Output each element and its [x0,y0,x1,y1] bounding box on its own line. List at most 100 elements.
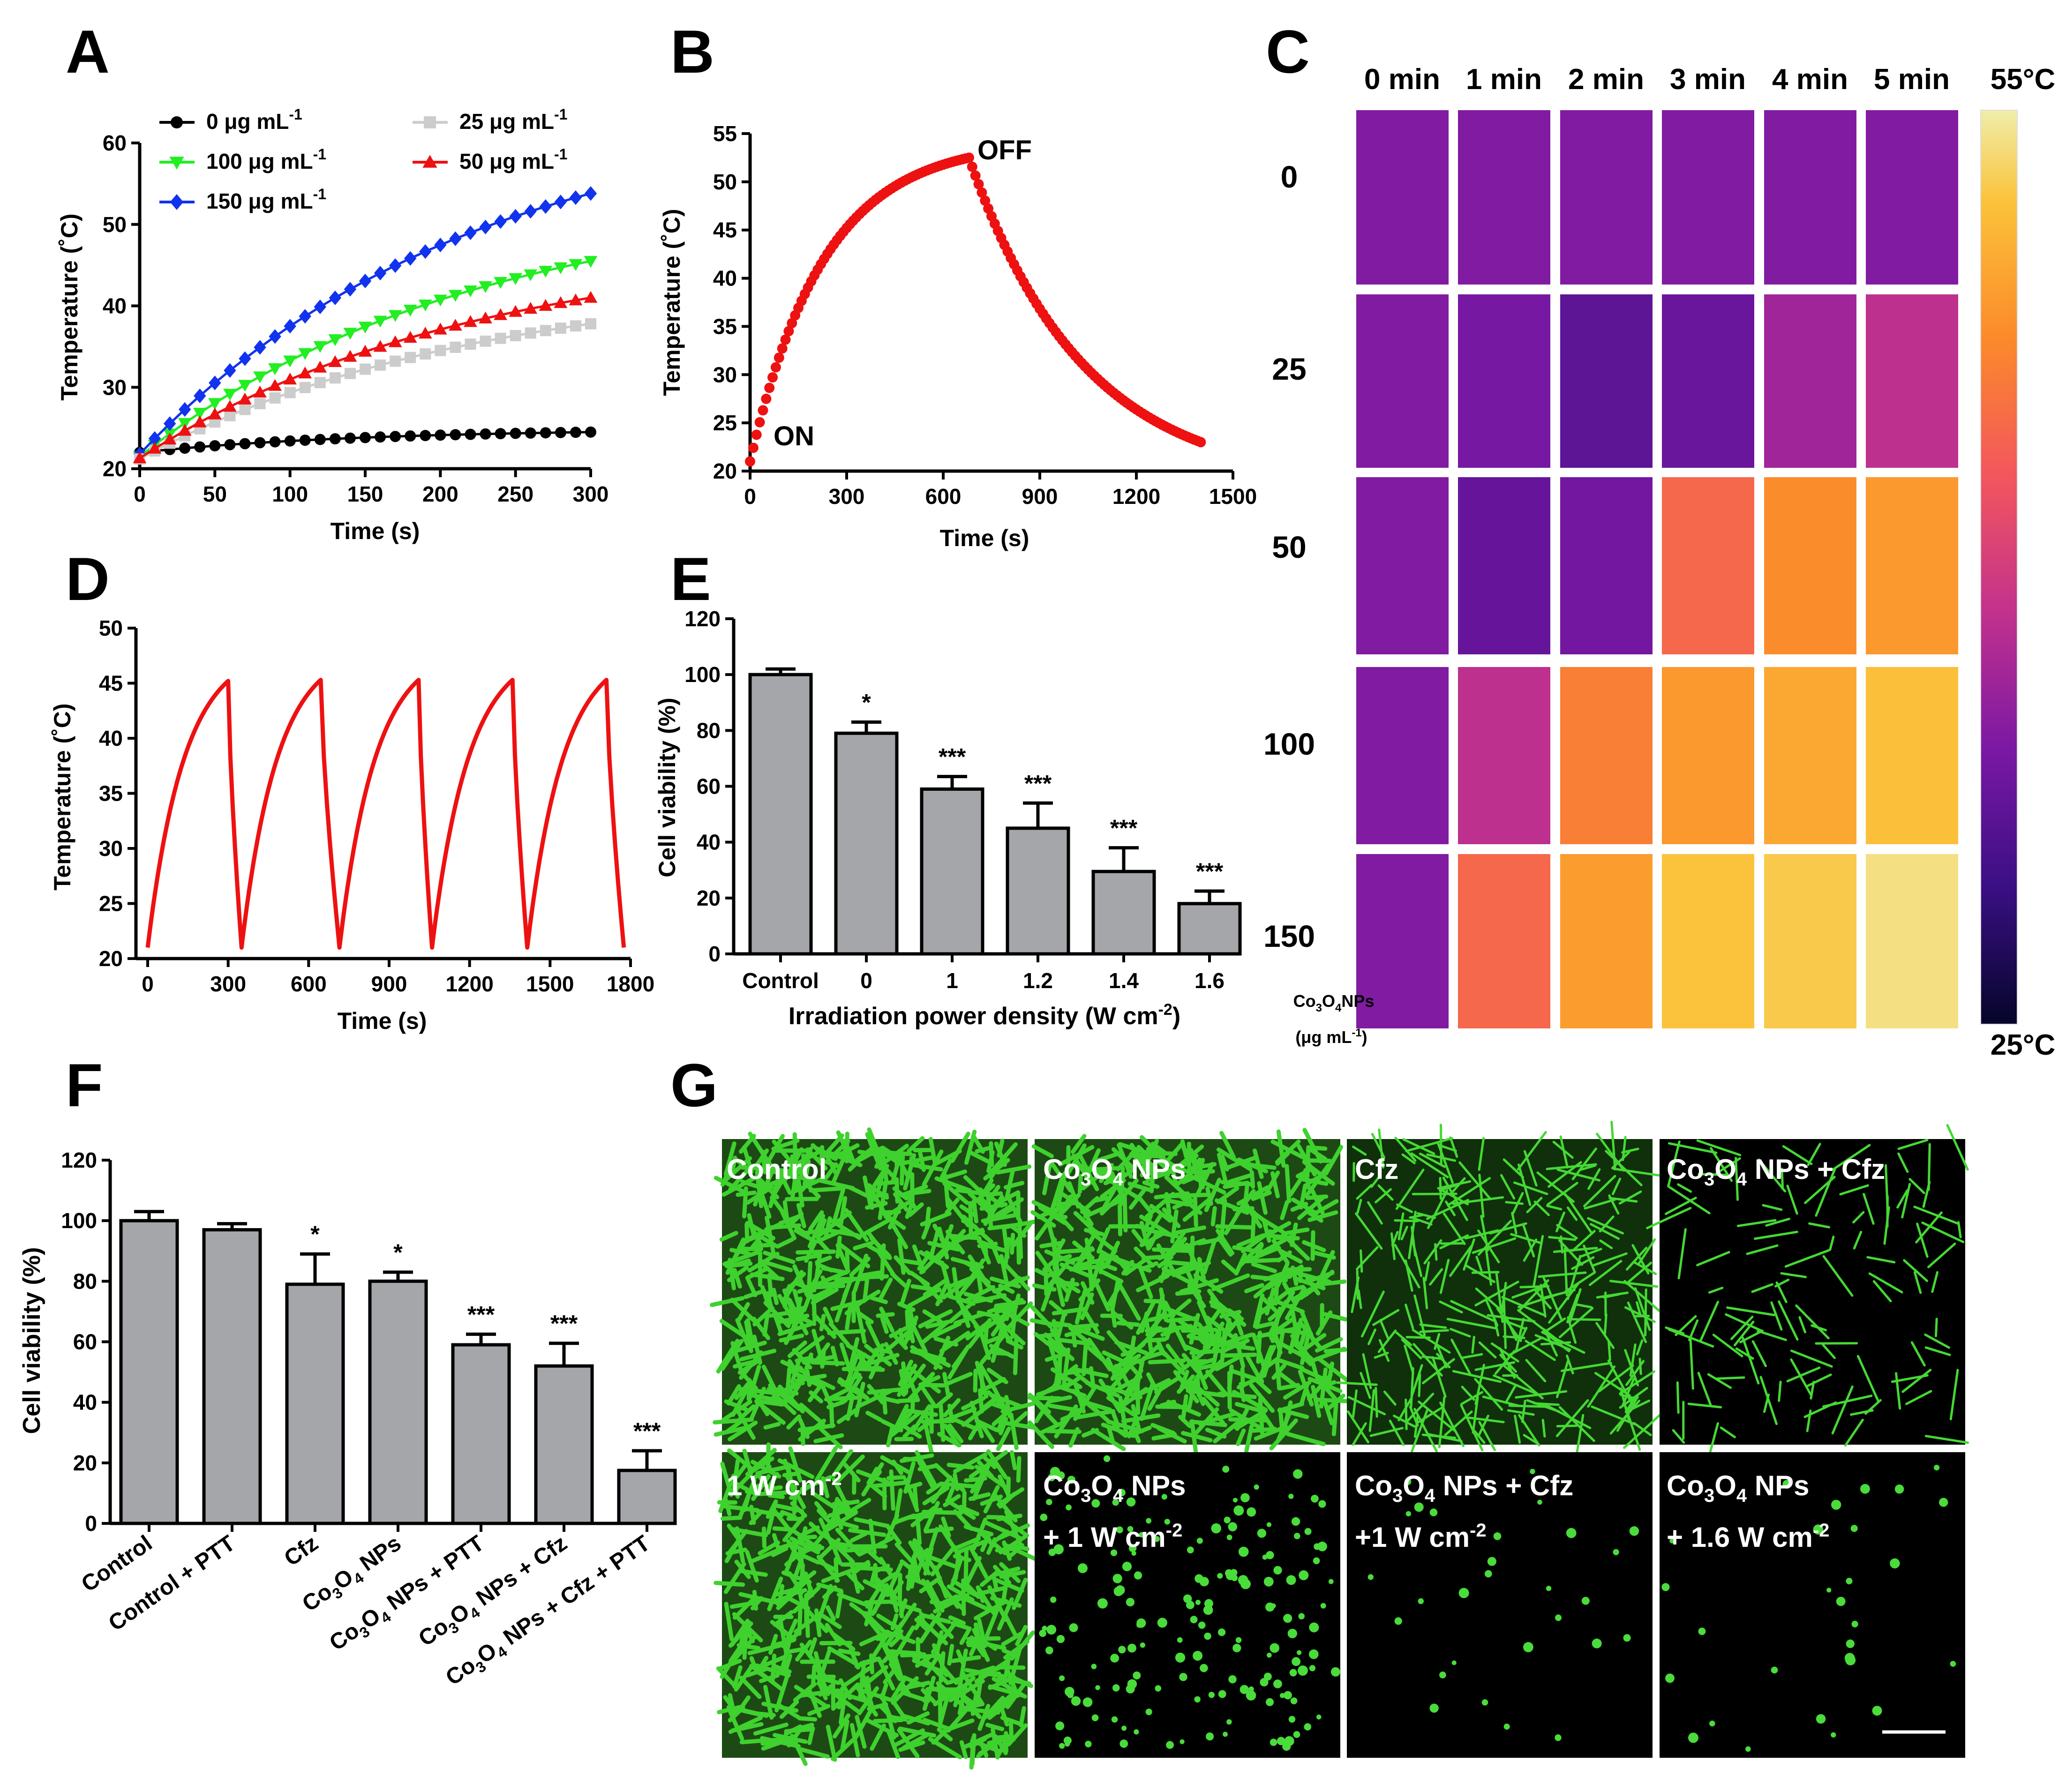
panel-g-cell [1222,1465,1230,1473]
panel-g-cell [897,1238,906,1275]
panel-label-g: G [670,1051,718,1119]
panel-g-cell [1625,1261,1653,1285]
panel-g-cell [1311,1494,1319,1503]
panel-g-cell [1083,1311,1100,1335]
panel-g-cell [969,1263,990,1288]
panel-g-cell [1091,1428,1126,1451]
panel-g-cell [846,1352,867,1391]
panel-g-cell [714,1425,752,1437]
panel-e-xlabel-main: Irradiation power density (W cm [789,1003,1158,1030]
panel-g-cell [879,1306,894,1333]
panel-a-point [388,335,402,347]
panel-g-cell [1891,1374,1929,1383]
panel-g-cell [922,1717,952,1732]
panel-g-cell [1924,1333,1950,1349]
panel-g-cell [999,1570,1026,1579]
panel-g-cell [1596,1132,1625,1172]
panel-g-cell [729,1600,759,1609]
panel-g-cell [721,1156,752,1185]
panel-g-cell [813,1433,844,1444]
panel-c-cell [1866,294,1958,468]
panel-g-cell [1190,1235,1195,1266]
panel-g-cell [1271,1603,1276,1609]
panel-g-cell [989,1450,1008,1465]
panel-g-cell [973,1552,984,1569]
panel-label-f: F [66,1051,103,1119]
panel-a-point [208,398,222,410]
panel-b-xtick-label: 1500 [1209,484,1257,509]
panel-g-cell [1071,1154,1093,1185]
panel-g-cell [1063,1368,1090,1375]
panel-g-cell [1328,1579,1334,1584]
panel-g-cell [1123,1368,1143,1396]
panel-g-cell [1078,1278,1101,1302]
panel-g-cell [1008,1646,1022,1686]
panel-g-cell [1414,1502,1424,1512]
panel-g-cell [792,1264,810,1298]
panel-c-cell [1662,854,1754,1028]
panel-g-cell [1587,1365,1616,1408]
panel-g-cell [786,1414,802,1430]
panel-g-cell [1672,1429,1685,1444]
panel-a-point [254,398,266,410]
panel-g-cell [844,1208,869,1242]
panel-c-colorbar [1980,110,2018,1025]
panel-g-cell [1181,1171,1206,1185]
panel-f-significance: *** [633,1418,661,1444]
panel-b-point [1195,437,1206,448]
panel-g-cell [868,1518,877,1555]
panel-g-cell [922,1149,944,1187]
panel-g-cell [714,1581,745,1587]
panel-g-cell [1304,1723,1312,1731]
panel-g-cell [1202,1357,1225,1380]
panel-g-cell [1636,1301,1642,1317]
panel-g-cell [969,1737,987,1749]
panel-g-cell [1804,1176,1836,1204]
panel-g-cell [876,1613,901,1630]
panel-g-cell [744,1320,753,1353]
panel-c-cell [1662,667,1754,844]
panel-c-time-label: 3 min [1670,63,1746,96]
panel-g-cell [1249,1383,1275,1413]
panel-g-cell [1316,1714,1322,1720]
panel-g-cell [1288,1716,1296,1723]
panel-g-cell [1537,1500,1542,1505]
panel-g-cell [1275,1139,1301,1164]
panel-g-cell [1077,1563,1088,1574]
panel-g-cell [1121,1359,1138,1372]
panel-g-cell [724,1261,753,1268]
panel-g-cell [1406,1393,1435,1423]
panel-g-cell [1503,1723,1510,1730]
panel-g-cell [1555,1614,1562,1621]
panel-g-cell [1595,1322,1615,1349]
panel-g-cell [826,1725,837,1762]
panel-g-cell [963,1175,984,1195]
panel-g-cell [1235,1319,1244,1336]
panel-g-cell [832,1449,853,1477]
panel-a-legend-entry: 100 μg mL-1 [206,146,326,173]
panel-g-cell [955,1290,971,1328]
panel-a-ytick-label: 20 [103,457,127,481]
panel-g-cell [827,1646,861,1668]
panel-a-point [435,345,446,356]
panel-a-point [223,400,237,412]
panel-g-cell [964,1129,977,1165]
panel-a-point [148,442,162,454]
panel-g-cell [953,1509,974,1531]
panel-a-point [524,204,537,219]
panel-a-legend-marker [169,157,184,170]
panel-g-cell [899,1453,934,1463]
panel-g-cell [966,1707,1000,1715]
panel-g-cell [780,1175,792,1195]
panel-g-cell [1282,1281,1297,1305]
panel-g-cell [724,1602,734,1642]
panel-g-cell [1832,1144,1871,1171]
panel-g-cell [884,1629,916,1644]
panel-a-point [403,331,417,343]
panel-g-cell [1901,1369,1932,1393]
panel-g-cell [1145,1312,1166,1337]
panel-g-cell [943,1398,961,1417]
panel-g-cell [1290,1697,1298,1704]
panel-g-cell [1253,1275,1280,1299]
panel-g-cell [948,1679,985,1702]
